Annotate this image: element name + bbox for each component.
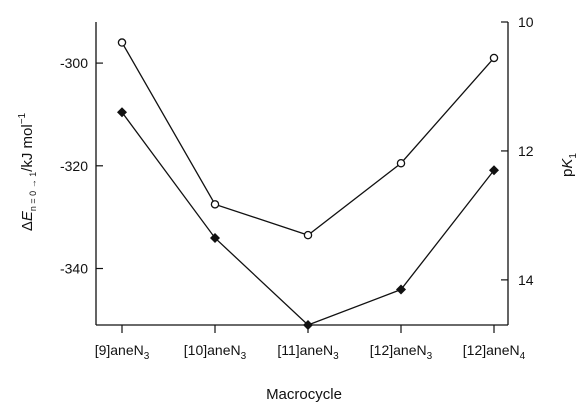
- open-circle-point: [210, 200, 220, 209]
- x-tick-label-base: [9]aneN: [95, 342, 144, 358]
- x-tick-label-sub: 3: [333, 351, 339, 362]
- axis-labels: Macrocycle ΔEn = 0 → 1/kJ mol−1 pK1: [17, 112, 579, 403]
- y-left-unit: /kJ mol: [19, 124, 36, 172]
- open-circle-point: [117, 38, 127, 47]
- x-tick-label: [9]aneN3: [95, 342, 150, 362]
- x-tick-label-base: [12]aneN: [370, 342, 427, 358]
- filled-diamond-point: [396, 284, 406, 295]
- open-circle-point: [489, 53, 499, 63]
- y-axis-left-label: ΔEn = 0 → 1/kJ mol−1: [17, 112, 38, 231]
- x-tick-label: [12]aneN3: [370, 342, 433, 362]
- open-circle-point: [303, 230, 313, 240]
- y-left-tick-label: -300: [60, 55, 88, 71]
- x-tick-label: [10]aneN3: [184, 342, 247, 362]
- filled-diamond-point: [117, 107, 127, 118]
- filled-diamond-point: [303, 320, 313, 330]
- x-tick-label-sub: 4: [520, 351, 526, 362]
- y-right-tick-label: 14: [518, 272, 534, 288]
- y-right-sub: 1: [568, 153, 579, 159]
- series-line-1: [121, 111, 495, 326]
- series-line-0: [121, 42, 495, 236]
- filled-diamond-point: [210, 232, 220, 243]
- x-tick-label-base: [11]aneN: [277, 342, 333, 358]
- y-left-tick-label: -320: [60, 158, 88, 174]
- y-right-k: K: [559, 158, 576, 169]
- y-right-tick-label: 12: [518, 143, 534, 159]
- x-tick-label-sub: 3: [241, 351, 247, 362]
- y-left-sub: n = 0 → 1: [28, 172, 38, 211]
- x-tick-label: [11]aneN3: [277, 342, 339, 362]
- y-left-e: E: [19, 210, 36, 221]
- x-tick-label: [12]aneN4: [463, 342, 526, 362]
- x-tick-label-base: [10]aneN: [184, 342, 241, 358]
- y-right-p: p: [559, 169, 576, 177]
- x-axis-label: Macrocycle: [266, 386, 342, 403]
- x-tick-label-base: [12]aneN: [463, 342, 520, 358]
- y-left-delta: Δ: [19, 221, 36, 231]
- series-layer: [117, 38, 499, 330]
- y-left-tick-label: -340: [60, 261, 88, 277]
- x-tick-label-sub: 3: [144, 351, 150, 362]
- y-axis-right-label: pK1: [559, 153, 579, 177]
- x-tick-label-sub: 3: [427, 351, 433, 362]
- y-right-tick-label: 10: [518, 14, 534, 30]
- open-circle-point: [396, 158, 406, 168]
- filled-diamond-point: [489, 165, 499, 176]
- y-left-sup: −1: [17, 112, 28, 124]
